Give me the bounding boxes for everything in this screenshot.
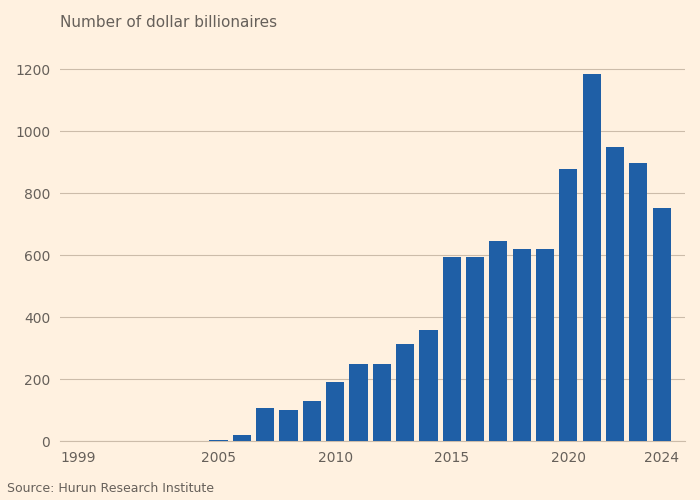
Text: Source: Hurun Research Institute: Source: Hurun Research Institute bbox=[7, 482, 214, 495]
Bar bbox=[442, 257, 461, 442]
Bar bbox=[652, 208, 671, 442]
Bar bbox=[606, 146, 624, 442]
Bar bbox=[302, 401, 321, 442]
Bar bbox=[256, 408, 274, 442]
Bar bbox=[559, 169, 578, 441]
Bar bbox=[186, 440, 204, 442]
Bar bbox=[232, 435, 251, 442]
Bar bbox=[489, 241, 508, 442]
Bar bbox=[512, 249, 531, 442]
Bar bbox=[349, 364, 368, 442]
Bar bbox=[209, 440, 228, 442]
Bar bbox=[162, 440, 181, 442]
Bar bbox=[396, 344, 414, 442]
Bar bbox=[326, 382, 344, 442]
Text: Number of dollar billionaires: Number of dollar billionaires bbox=[60, 15, 277, 30]
Bar bbox=[536, 249, 554, 442]
Bar bbox=[372, 364, 391, 442]
Bar bbox=[629, 163, 648, 441]
Bar bbox=[466, 257, 484, 442]
Bar bbox=[279, 410, 298, 442]
Bar bbox=[419, 330, 438, 442]
Bar bbox=[582, 74, 601, 442]
